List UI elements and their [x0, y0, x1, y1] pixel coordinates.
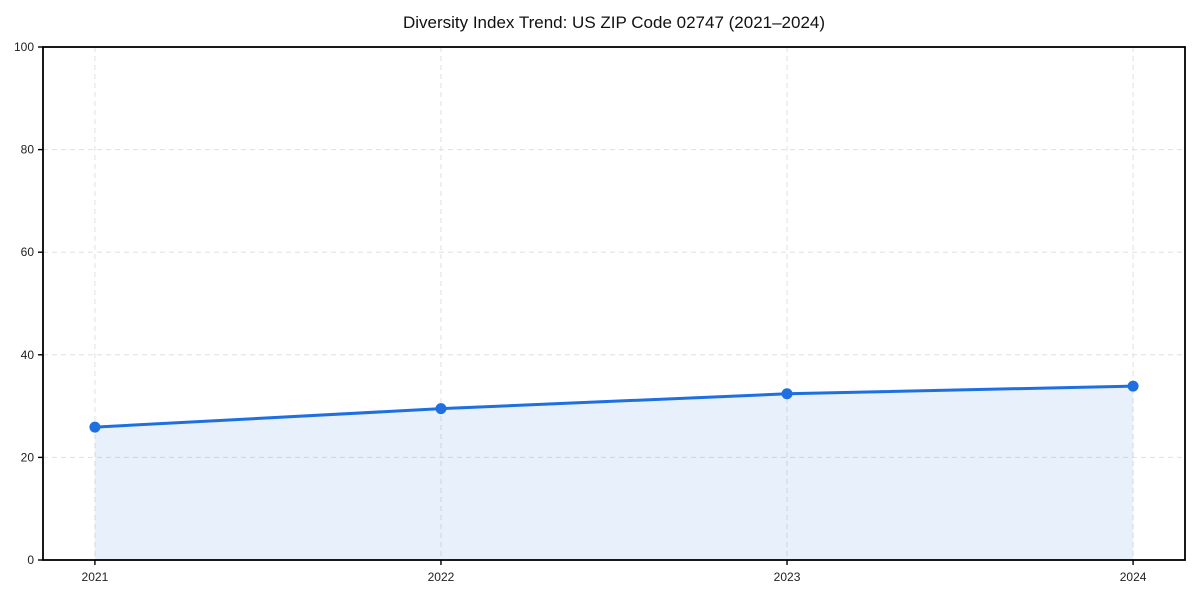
y-tick-label: 20: [21, 450, 35, 464]
x-tick-label: 2023: [774, 570, 801, 584]
chart-title: Diversity Index Trend: US ZIP Code 02747…: [402, 13, 826, 32]
y-tick-label: 100: [14, 40, 34, 54]
x-tick-label: 2024: [1120, 570, 1147, 584]
area-fill: [94, 386, 1134, 560]
y-tick-label: 60: [21, 245, 35, 259]
y-tick-label: 80: [21, 143, 35, 157]
y-tick-label: 40: [21, 348, 35, 362]
data-point-marker: [435, 403, 447, 415]
x-tick-label: 2022: [428, 570, 455, 584]
trend-line: [93, 384, 1135, 429]
data-point-marker: [1127, 380, 1139, 392]
y-tick-label: 0: [27, 553, 34, 567]
data-point-marker: [89, 421, 101, 433]
plot-border: [42, 46, 1186, 561]
x-tick-label: 2021: [82, 570, 109, 584]
data-point-marker: [781, 388, 793, 400]
